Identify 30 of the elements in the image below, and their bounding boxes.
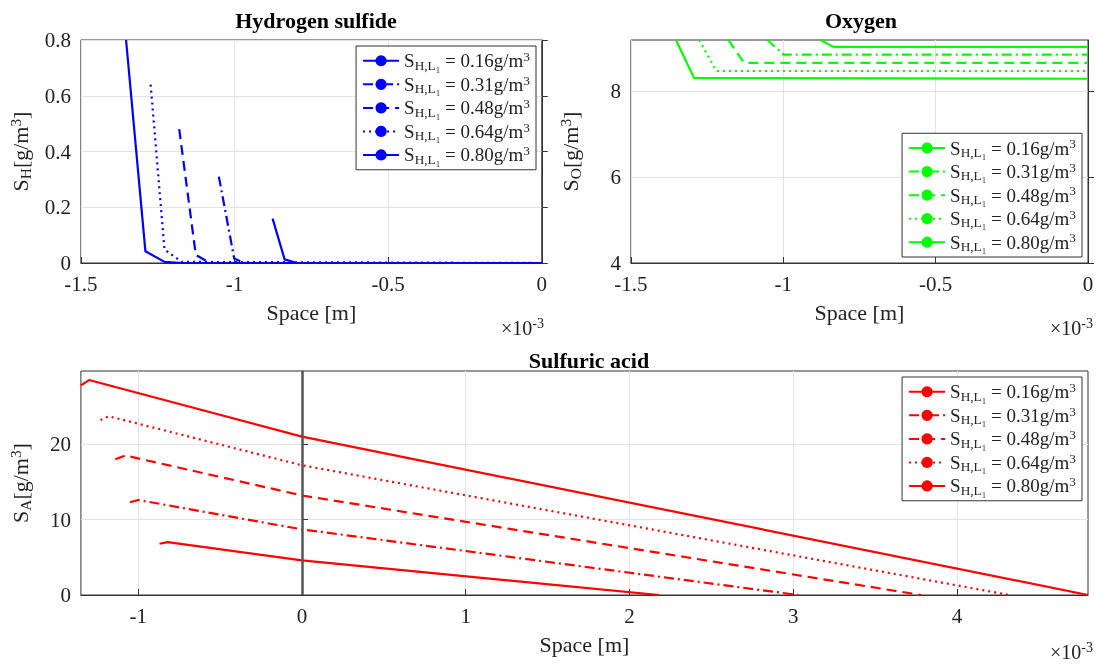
x-tick-label: 0 xyxy=(1082,271,1094,296)
y-tick-label: 0.8 xyxy=(44,28,71,52)
y-tick-label: 10 xyxy=(49,507,71,532)
x-axis-title: Space [m] xyxy=(814,299,905,325)
x-tick-label: 3 xyxy=(787,603,799,628)
x-tick-label: -0.5 xyxy=(371,271,405,296)
x-tick-label: -1 xyxy=(225,271,244,296)
x-axis-title: Space [m] xyxy=(539,631,630,657)
x-axis-title: Space [m] xyxy=(266,299,357,325)
y-tick-label: 0.4 xyxy=(44,139,72,164)
x-tick-label: 0 xyxy=(296,603,308,628)
y-tick-label: 0.6 xyxy=(44,83,71,108)
y-tick-label: 8 xyxy=(610,78,621,103)
x-tick-label: -0.5 xyxy=(919,271,953,296)
x-tick-label: 1 xyxy=(460,603,471,628)
y-tick-label: 6 xyxy=(610,164,621,189)
chart-title: Sulfuric acid xyxy=(528,347,650,373)
chart-title: Oxygen xyxy=(824,7,898,33)
x-tick-label: 4 xyxy=(951,603,963,628)
x-tick-label: -1 xyxy=(129,603,147,628)
y-axis-title: SH[g/m3] xyxy=(7,111,34,192)
y-axis-title: SA[g/m3] xyxy=(7,443,34,523)
x-tick-label: 2 xyxy=(624,603,635,628)
y-tick-label: 0 xyxy=(60,583,71,607)
x-tick-label: 0 xyxy=(536,271,547,296)
y-tick-label: 0.2 xyxy=(44,195,71,220)
y-tick-label: 20 xyxy=(49,432,71,457)
chart-title: Hydrogen sulfide xyxy=(235,7,398,33)
x-tick-label: -1 xyxy=(774,271,793,296)
y-axis-title: SO[g/m3] xyxy=(557,111,584,192)
